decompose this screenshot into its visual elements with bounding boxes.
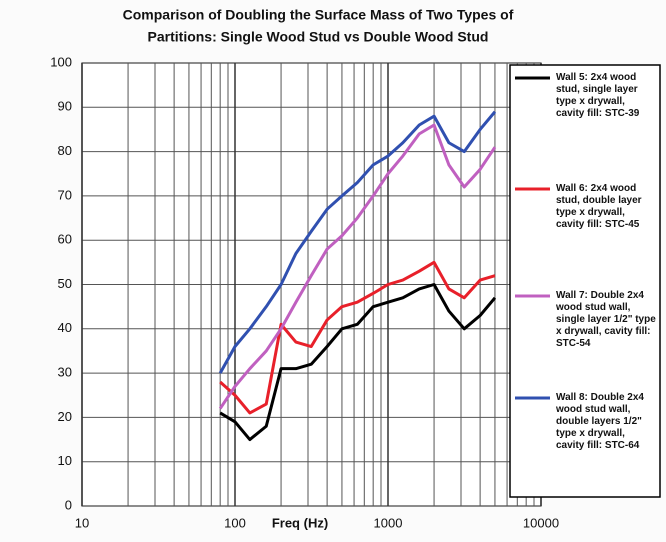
legend-label: Wall 5: 2x4 wood stud, single layer type…: [556, 72, 640, 119]
y-tick-label: 70: [58, 187, 72, 202]
legend-label: Wall 6: 2x4 wood stud, double layer type…: [556, 183, 642, 230]
chart-title: Comparison of Doubling the Surface Mass …: [123, 7, 514, 23]
y-tick-label: 30: [58, 365, 72, 380]
legend-label: Wall 8: Double 2x4 wood stud wall, doubl…: [556, 392, 644, 451]
y-tick-label: 40: [58, 320, 72, 335]
y-tick-label: 50: [58, 276, 72, 291]
x-tick-label: 10000: [523, 515, 559, 530]
chart-title: Partitions: Single Wood Stud vs Double W…: [148, 29, 489, 45]
y-tick-label: 100: [50, 54, 72, 69]
series-line: [219, 260, 496, 415]
y-tick-label: 0: [65, 497, 72, 512]
x-tick-label: 10: [75, 515, 89, 530]
series-line: [219, 283, 497, 442]
series-line: [218, 110, 497, 374]
y-tick-label: 90: [58, 99, 72, 114]
y-tick-label: 20: [58, 409, 72, 424]
y-tick-label: 60: [58, 232, 72, 247]
series-line: [218, 123, 497, 410]
y-tick-label: 10: [58, 453, 72, 468]
y-tick-label: 80: [58, 143, 72, 158]
legend-box: [509, 64, 661, 498]
x-axis-label: Freq (Hz): [272, 515, 328, 530]
x-tick-label: 100: [224, 515, 246, 530]
legend-label: Wall 7: Double 2x4 wood stud wall, singl…: [556, 290, 656, 349]
x-tick-label: 1000: [374, 515, 403, 530]
